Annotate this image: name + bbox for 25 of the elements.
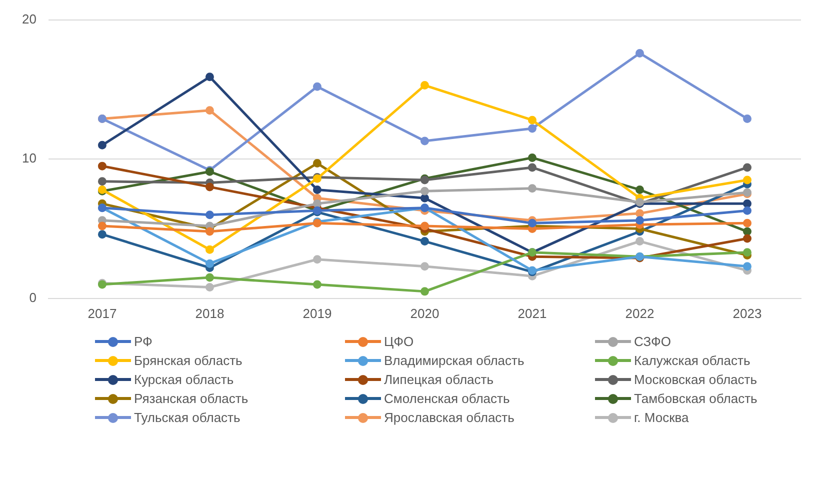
y-tick-label: 20 [22,11,36,26]
x-tick-label: 2018 [195,306,224,321]
legend-label: Калужская область [634,353,750,368]
y-tick-label: 10 [22,150,36,166]
legend-label: Тульская область [134,410,240,425]
legend-label: Смоленская область [384,391,510,406]
legend-label: Брянская область [134,353,242,368]
legend-label: СЗФО [634,334,671,349]
legend-label: Владимирская область [384,353,524,368]
legend-label: РФ [134,334,152,349]
x-tick-label: 2020 [410,306,440,321]
legend-label: Тамбовская область [634,391,758,406]
x-tick-label: 2023 [732,306,762,321]
y-tick-label: 0 [29,290,36,305]
legend-label: Рязанская область [134,391,248,406]
legend-label: Липецкая область [384,372,494,387]
x-tick-label: 2019 [302,306,332,321]
x-tick-label: 2022 [625,306,654,321]
x-tick-label: 2021 [518,306,547,321]
legend-label: ЦФО [384,334,414,349]
legend-label: г. Москва [634,410,689,425]
x-tick-label: 2017 [88,306,117,321]
legend-label: Курская область [134,372,234,387]
legend-label: Ярославская область [384,410,514,425]
legend-label: Московская область [634,372,758,387]
